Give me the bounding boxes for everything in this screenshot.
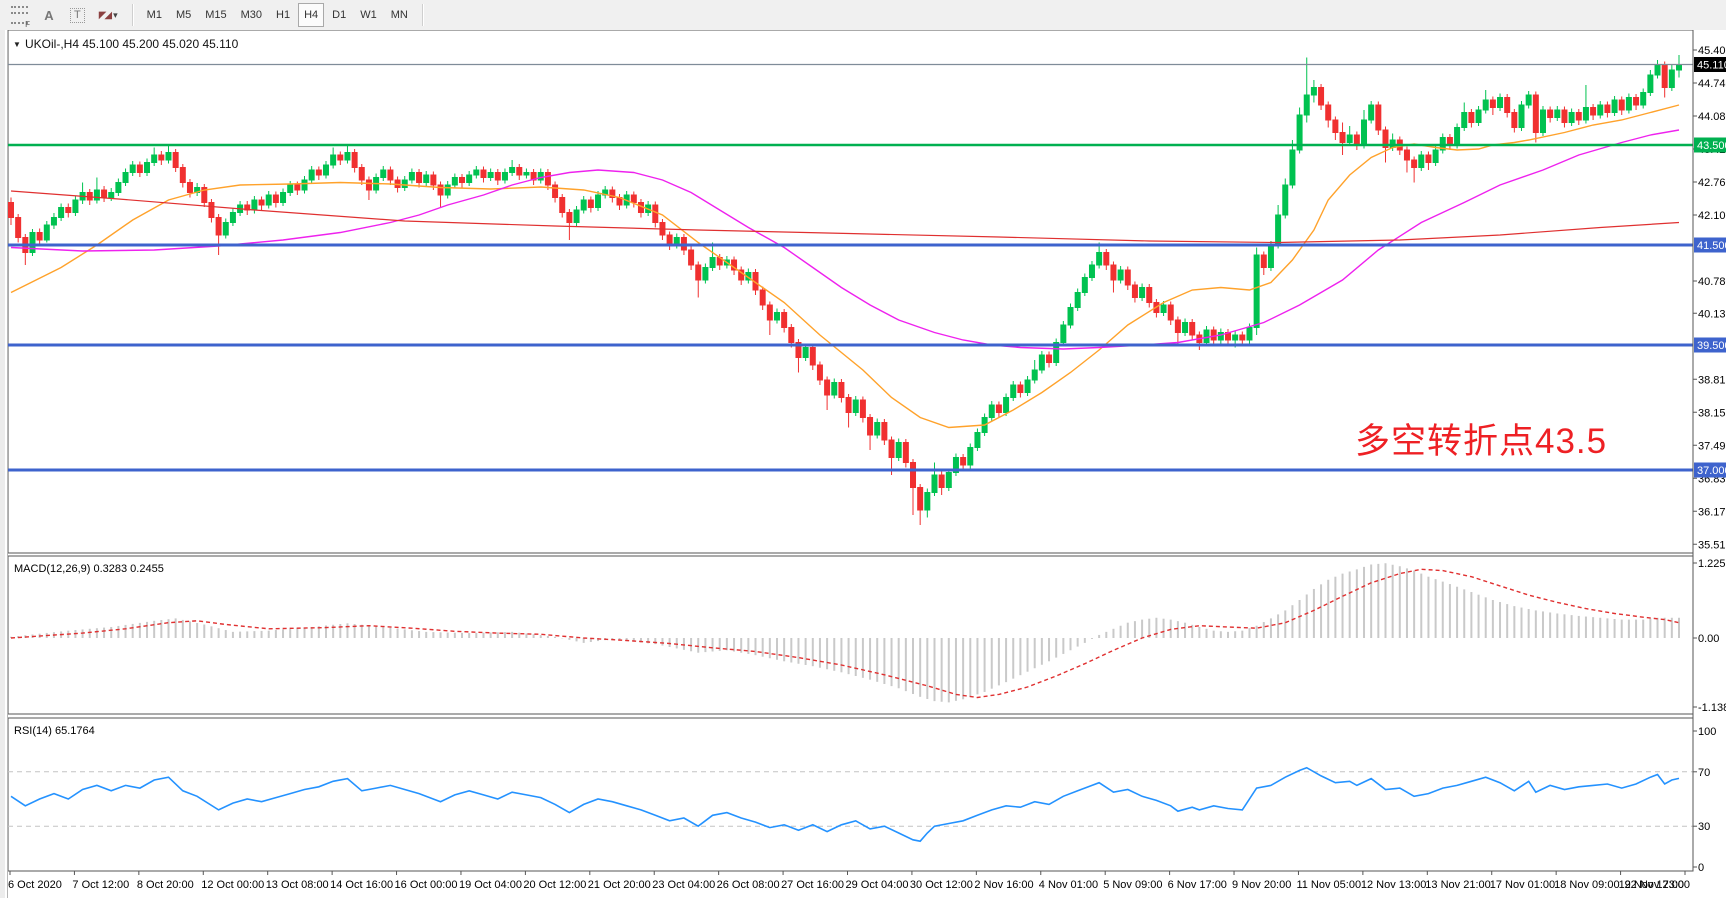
svg-text:44.080: 44.080 — [1698, 111, 1726, 123]
svg-text:5 Nov 09:00: 5 Nov 09:00 — [1103, 879, 1162, 891]
svg-text:MACD(12,26,9) 0.3283 0.2455: MACD(12,26,9) 0.3283 0.2455 — [14, 563, 164, 575]
price-chart-canvas[interactable]: ▼ UKOil-,H4 45.100 45.200 45.020 45.110 MA… — [0, 29, 1726, 898]
svg-text:4 Nov 01:00: 4 Nov 01:00 — [1039, 879, 1098, 891]
svg-text:36.175: 36.175 — [1698, 506, 1726, 518]
svg-text:45.110: 45.110 — [1697, 60, 1726, 72]
svg-text:40.780: 40.780 — [1698, 276, 1726, 288]
svg-text:27 Oct 16:00: 27 Oct 16:00 — [781, 879, 844, 891]
svg-text:45.400: 45.400 — [1698, 45, 1726, 57]
timeframe-h1[interactable]: H1 — [270, 3, 296, 27]
svg-text:29 Oct 04:00: 29 Oct 04:00 — [846, 879, 909, 891]
symbols-grid-icon: F — [11, 6, 30, 29]
text-label-icon: A — [44, 7, 54, 23]
toolbar-separator — [131, 4, 133, 26]
svg-text:▼: ▼ — [13, 40, 21, 49]
price-marker — [1694, 57, 1726, 72]
svg-text:0.00: 0.00 — [1698, 633, 1719, 645]
svg-text:0: 0 — [1698, 862, 1704, 874]
svg-text:40.135: 40.135 — [1698, 308, 1726, 320]
svg-text:12 Oct 00:00: 12 Oct 00:00 — [201, 879, 264, 891]
svg-text:RSI(14) 65.1764: RSI(14) 65.1764 — [14, 725, 95, 737]
text-box-icon: T — [70, 7, 85, 23]
svg-text:100: 100 — [1698, 726, 1716, 738]
svg-text:70: 70 — [1698, 767, 1710, 779]
ma-magenta-line — [10, 129, 1680, 350]
svg-text:41.500: 41.500 — [1697, 240, 1726, 252]
svg-text:37.000: 37.000 — [1697, 465, 1726, 477]
svg-text:30 Oct 12:00: 30 Oct 12:00 — [910, 879, 973, 891]
svg-text:12 Nov 13:00: 12 Nov 13:00 — [1361, 879, 1426, 891]
svg-text:18 Nov 09:00: 18 Nov 09:00 — [1554, 879, 1619, 891]
svg-text:42.100: 42.100 — [1698, 210, 1726, 222]
time-axis[interactable]: 6 Oct 2020 7 Oct 12:00 8 Oct 20:00 12 Oct 0… — [8, 871, 1690, 891]
timeframe-h4[interactable]: H4 — [298, 3, 325, 27]
svg-text:19 Nov 17:00: 19 Nov 17:00 — [1619, 879, 1684, 891]
svg-text:35.515: 35.515 — [1698, 539, 1726, 551]
chart-title: ▼ UKOil-,H4 45.100 45.200 45.020 45.110 — [13, 37, 239, 51]
svg-text:19 Oct 04:00: 19 Oct 04:00 — [459, 879, 522, 891]
svg-text:38.815: 38.815 — [1698, 374, 1726, 386]
rsi-line — [10, 766, 1680, 843]
svg-text:38.155: 38.155 — [1698, 407, 1726, 419]
timeframe-mn[interactable]: MN — [385, 3, 414, 27]
svg-text:30: 30 — [1698, 821, 1710, 833]
svg-text:6 Nov 17:00: 6 Nov 17:00 — [1168, 879, 1227, 891]
price-marker — [1694, 137, 1726, 153]
arrow-tools-icon: ◤◢ — [98, 9, 112, 21]
svg-text:16 Oct 00:00: 16 Oct 00:00 — [395, 879, 458, 891]
svg-text:8 Oct 20:00: 8 Oct 20:00 — [137, 879, 194, 891]
timeframe-m30[interactable]: M30 — [235, 3, 268, 27]
text-box-button[interactable]: T — [64, 3, 91, 27]
svg-text:42.760: 42.760 — [1698, 177, 1726, 189]
svg-text:26 Oct 08:00: 26 Oct 08:00 — [717, 879, 780, 891]
svg-text:14 Oct 16:00: 14 Oct 16:00 — [330, 879, 393, 891]
price-axis[interactable]: 45.40044.74044.08043.42042.76042.10040.7… — [1693, 45, 1726, 551]
chart-window[interactable]: ▼ UKOil-,H4 45.100 45.200 45.020 45.110 MA… — [0, 29, 1726, 898]
timeframe-w1[interactable]: W1 — [354, 3, 383, 27]
svg-text:7 Oct 12:00: 7 Oct 12:00 — [72, 879, 129, 891]
svg-text:17 Nov 01:00: 17 Nov 01:00 — [1490, 879, 1555, 891]
svg-text:43.500: 43.500 — [1697, 140, 1726, 152]
chevron-down-icon: ▾ — [113, 9, 118, 20]
macd-signal-line — [10, 568, 1680, 699]
svg-text:9 Nov 20:00: 9 Nov 20:00 — [1232, 879, 1291, 891]
timeframes-group: M1 M5 M15 M30 H1 H4 D1 W1 MN — [136, 1, 419, 29]
timeframe-m15[interactable]: M15 — [199, 3, 232, 27]
svg-text:6 Oct 2020: 6 Oct 2020 — [8, 879, 62, 891]
svg-text:13 Nov 21:00: 13 Nov 21:00 — [1425, 879, 1490, 891]
svg-text:39.500: 39.500 — [1697, 340, 1726, 352]
svg-text:UKOil-,H4 45.100 45.200 45.02: UKOil-,H4 45.100 45.200 45.020 45.110 — [25, 37, 239, 51]
timeframe-m5[interactable]: M5 — [170, 3, 197, 27]
svg-text:11 Nov 05:00: 11 Nov 05:00 — [1296, 879, 1361, 891]
svg-text:20 Oct 12:00: 20 Oct 12:00 — [523, 879, 586, 891]
price-marker — [1694, 237, 1726, 253]
text-label-button[interactable]: A — [36, 3, 62, 27]
ma-red-line — [10, 190, 1680, 244]
svg-text:21 Oct 20:00: 21 Oct 20:00 — [588, 879, 651, 891]
drawing-tools-group: F A T ◤◢ ▾ — [0, 1, 129, 29]
macd-panel[interactable]: MACD(12,26,9) 0.3283 0.2455 1.2251 0.00 -1.… — [7, 555, 1726, 715]
timeframe-m1[interactable]: M1 — [141, 3, 168, 27]
price-marker — [1694, 337, 1726, 353]
toolbar-separator — [421, 4, 423, 26]
svg-text:23 Oct 04:00: 23 Oct 04:00 — [652, 879, 715, 891]
svg-text:2 Nov 16:00: 2 Nov 16:00 — [974, 879, 1033, 891]
svg-text:1.2251: 1.2251 — [1698, 558, 1726, 570]
ma-orange-line — [10, 104, 1680, 429]
arrow-tools-button[interactable]: ◤◢ ▾ — [93, 3, 124, 27]
price-marker — [1694, 462, 1726, 478]
toolbar: F A T ◤◢ ▾ M1 M5 M15 M30 H1 H4 D1 W1 MN — [0, 0, 1726, 31]
svg-text:37.495: 37.495 — [1698, 440, 1726, 452]
svg-text:13 Oct 08:00: 13 Oct 08:00 — [266, 879, 329, 891]
window-left-border — [0, 30, 8, 898]
symbols-palette-button[interactable]: F — [5, 3, 34, 29]
svg-text:-1.1383: -1.1383 — [1698, 702, 1726, 714]
timeframe-d1[interactable]: D1 — [326, 3, 352, 27]
svg-text:22 Nov 23:00: 22 Nov 23:00 — [1625, 879, 1690, 891]
svg-text:44.740: 44.740 — [1698, 78, 1726, 90]
main-panel[interactable]: ▼ UKOil-,H4 45.100 45.200 45.020 45.110 — [7, 29, 1694, 554]
chart-annotation-text: 多空转折点43.5 — [1355, 422, 1608, 461]
rsi-panel[interactable]: RSI(14) 65.1764 100 70 30 0 — [7, 717, 1716, 874]
